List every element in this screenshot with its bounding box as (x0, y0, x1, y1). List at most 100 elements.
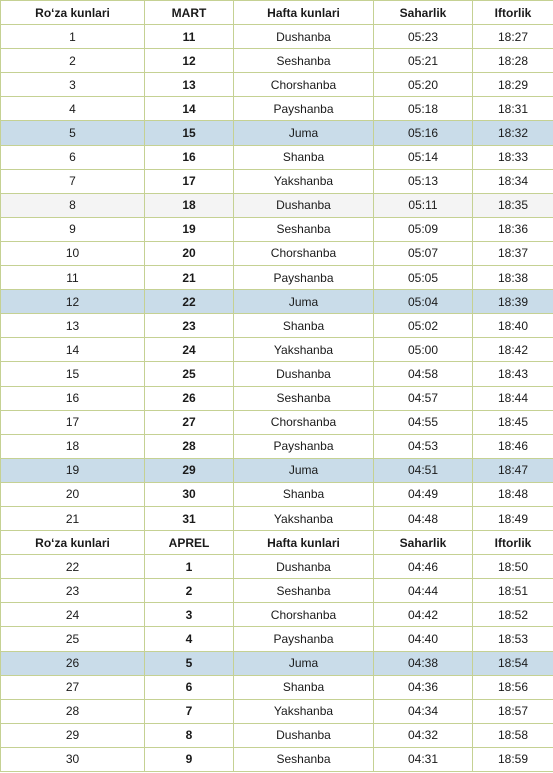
table-row: 18 28 Payshanba 04:53 18:46 (0, 433, 553, 459)
fasting-day-cell: 4 (0, 96, 145, 122)
weekday-cell: Payshanba (233, 96, 374, 122)
table-row: 27 6 Shanba 04:36 18:56 (0, 674, 553, 700)
weekday-cell: Seshanba (233, 385, 374, 411)
iftorlik-cell: 18:47 (472, 457, 553, 483)
saharlik-cell: 04:38 (373, 650, 473, 676)
date-cell: 30 (144, 481, 234, 507)
saharlik-cell: 04:53 (373, 433, 473, 459)
weekday-cell: Shanba (233, 313, 374, 339)
iftorlik-cell: 18:31 (472, 96, 553, 122)
saharlik-cell: 05:14 (373, 144, 473, 170)
table-row: 30 9 Seshanba 04:31 18:59 (0, 746, 553, 773)
iftorlik-cell: 18:43 (472, 361, 553, 387)
fasting-day-cell: 15 (0, 361, 145, 387)
date-cell: 2 (144, 578, 234, 604)
fasting-day-cell: 23 (0, 578, 145, 604)
weekday-cell: Yakshanba (233, 168, 374, 194)
table-row: 22 1 Dushanba 04:46 18:50 (0, 554, 553, 580)
fasting-day-cell: 30 (0, 746, 145, 773)
saharlik-cell: 04:36 (373, 674, 473, 700)
date-cell: 21 (144, 265, 234, 291)
iftorlik-cell: 18:54 (472, 650, 553, 676)
iftorlik-cell: 18:38 (472, 265, 553, 291)
weekday-cell: Yakshanba (233, 505, 374, 532)
iftorlik-cell: 18:46 (472, 433, 553, 459)
date-cell: 23 (144, 313, 234, 339)
fasting-day-cell: 12 (0, 289, 145, 315)
iftorlik-cell: 18:27 (472, 24, 553, 50)
date-cell: 29 (144, 457, 234, 483)
fasting-day-cell: 20 (0, 481, 145, 507)
table-row: 20 30 Shanba 04:49 18:48 (0, 481, 553, 507)
header-row-mart: Ro‘za kunlari MART Hafta kunlari Saharlik If… (0, 0, 553, 26)
date-cell: 5 (144, 650, 234, 676)
date-cell: 22 (144, 289, 234, 315)
iftorlik-cell: 18:56 (472, 674, 553, 700)
saharlik-cell: 04:31 (373, 746, 473, 773)
saharlik-cell: 04:55 (373, 409, 473, 435)
fasting-day-cell: 14 (0, 337, 145, 363)
table-row: 25 4 Payshanba 04:40 18:53 (0, 626, 553, 652)
weekday-cell: Dushanba (233, 554, 374, 580)
iftorlik-cell: 18:42 (472, 337, 553, 363)
weekday-cell: Payshanba (233, 265, 374, 291)
weekday-cell: Chorshanba (233, 409, 374, 435)
fasting-day-cell: 6 (0, 144, 145, 170)
fasting-day-cell: 26 (0, 650, 145, 676)
table-row: 19 29 Juma 04:51 18:47 (0, 457, 553, 483)
iftorlik-cell: 18:37 (472, 240, 553, 267)
table-row: 2 12 Seshanba 05:21 18:28 (0, 48, 553, 74)
saharlik-cell: 04:44 (373, 578, 473, 604)
table-row: 24 3 Chorshanba 04:42 18:52 (0, 602, 553, 628)
table-row: 1 11 Dushanba 05:23 18:27 (0, 24, 553, 50)
weekday-cell: Dushanba (233, 722, 374, 748)
saharlik-cell: 05:16 (373, 120, 473, 146)
saharlik-cell: 05:07 (373, 240, 473, 267)
iftorlik-cell: 18:51 (472, 578, 553, 604)
saharlik-cell: 05:00 (373, 337, 473, 363)
fasting-day-cell: 7 (0, 168, 145, 194)
iftorlik-cell: 18:45 (472, 409, 553, 435)
iftorlik-cell: 18:48 (472, 481, 553, 507)
saharlik-cell: 05:04 (373, 289, 473, 315)
table-row: 26 5 Juma 04:38 18:54 (0, 650, 553, 676)
saharlik-cell: 04:42 (373, 602, 473, 628)
date-cell: 20 (144, 240, 234, 267)
weekday-cell: Juma (233, 650, 374, 676)
date-cell: 4 (144, 626, 234, 652)
weekday-cell: Yakshanba (233, 337, 374, 363)
fasting-day-cell: 25 (0, 626, 145, 652)
table-row: 23 2 Seshanba 04:44 18:51 (0, 578, 553, 604)
table-row: 8 18 Dushanba 05:11 18:35 (0, 192, 553, 218)
fasting-day-cell: 11 (0, 265, 145, 291)
table-row: 9 19 Seshanba 05:09 18:36 (0, 216, 553, 242)
table-row: 17 27 Chorshanba 04:55 18:45 (0, 409, 553, 435)
saharlik-cell: 05:23 (373, 24, 473, 50)
iftorlik-cell: 18:52 (472, 602, 553, 628)
iftorlik-cell: 18:44 (472, 385, 553, 411)
table-row: 13 23 Shanba 05:02 18:40 (0, 313, 553, 339)
fasting-day-cell: 29 (0, 722, 145, 748)
fasting-day-cell: 28 (0, 698, 145, 724)
table-row: 21 31 Yakshanba 04:48 18:49 (0, 505, 553, 532)
weekday-header: Hafta kunlari (233, 0, 374, 26)
weekday-cell: Shanba (233, 481, 374, 507)
date-cell: 9 (144, 746, 234, 773)
table-row: 4 14 Payshanba 05:18 18:31 (0, 96, 553, 122)
saharlik-cell: 05:05 (373, 265, 473, 291)
fasting-day-cell: 5 (0, 120, 145, 146)
weekday-cell: Seshanba (233, 578, 374, 604)
fasting-day-cell: 22 (0, 554, 145, 580)
month-header: APREL (144, 530, 234, 556)
fasting-day-cell: 17 (0, 409, 145, 435)
weekday-cell: Shanba (233, 144, 374, 170)
weekday-cell: Dushanba (233, 24, 374, 50)
date-cell: 28 (144, 433, 234, 459)
fasting-day-cell: 18 (0, 433, 145, 459)
date-cell: 7 (144, 698, 234, 724)
date-cell: 25 (144, 361, 234, 387)
fasting-day-cell: 13 (0, 313, 145, 339)
month-header: MART (144, 0, 234, 26)
date-cell: 14 (144, 96, 234, 122)
